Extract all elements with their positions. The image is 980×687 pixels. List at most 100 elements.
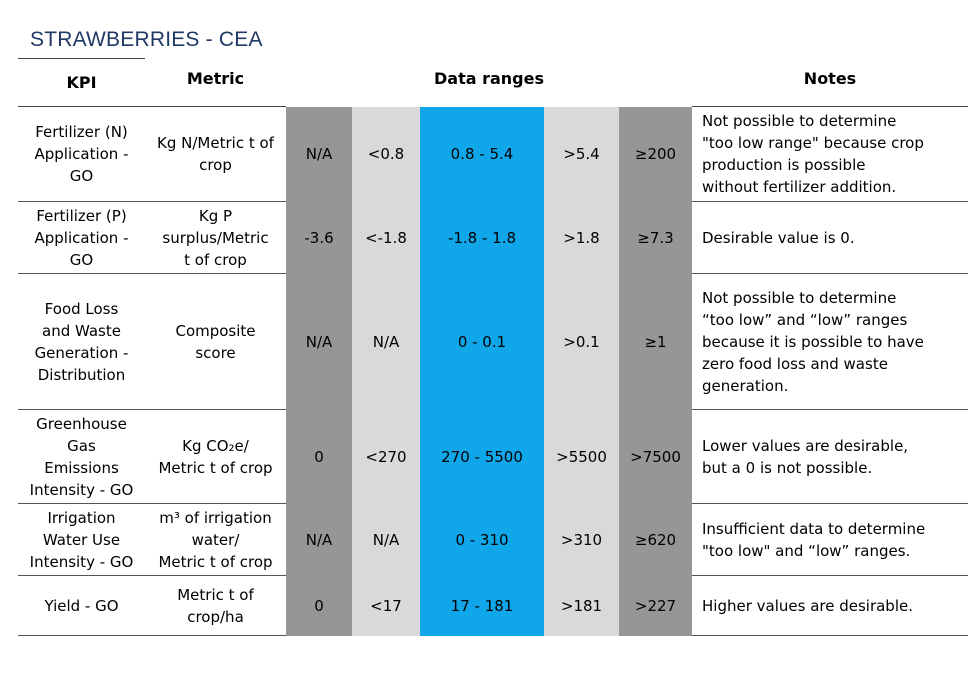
notes-cell: Higher values are desirable.	[692, 575, 968, 636]
range-cell: ≥620	[619, 503, 692, 576]
text-line: Lower values are desirable,	[702, 436, 909, 455]
text-line: surplus/Metric	[162, 228, 269, 247]
text-line: Intensity - GO	[29, 480, 134, 499]
range-cell: <270	[352, 409, 420, 504]
kpi-cell: Irrigation Water Use Intensity - GO	[18, 503, 145, 576]
kpi-cell: Food Loss and Waste Generation - Distributi…	[18, 273, 145, 410]
header-data-ranges: Data ranges	[434, 68, 544, 88]
text-line: GO	[69, 167, 94, 185]
text-line: Intensity - GO	[29, 552, 134, 571]
text-line: crop	[199, 156, 232, 174]
notes-cell: Insufficient data to determine "too low" …	[692, 503, 968, 576]
text-line: Generation -	[34, 343, 129, 362]
range-cell: N/A	[286, 106, 352, 202]
text-line: because it is possible to have	[702, 332, 924, 351]
text-line: zero food loss and waste	[702, 354, 888, 373]
range-cell: -1.8 - 1.8	[420, 201, 544, 274]
text-line: "too low" and “low” ranges.	[702, 541, 911, 560]
text-line: Food Loss	[44, 299, 119, 318]
metric-cell: Kg CO₂e/Metric t of crop	[145, 409, 286, 504]
range-cell: 17 - 181	[420, 575, 544, 636]
text-line: and Waste	[42, 321, 121, 340]
text-line: generation.	[702, 376, 789, 395]
range-cell: 270 - 5500	[420, 409, 544, 504]
text-line: Yield - GO	[44, 596, 119, 615]
text-line: Application -	[34, 228, 129, 247]
table-row: Irrigation Water Use Intensity - GO m³ of i…	[18, 503, 968, 576]
range-cell: ≥1	[619, 273, 692, 410]
text-line: but a 0 is not possible.	[702, 458, 873, 477]
text-line: Kg P	[198, 206, 233, 225]
text-line: Desirable value is 0.	[702, 228, 855, 247]
text-line: "too low range" because crop	[702, 134, 924, 152]
text-line: Composite	[175, 321, 256, 340]
text-line: without fertilizer addition.	[702, 178, 897, 196]
text-line: Higher values are desirable.	[702, 596, 913, 615]
metric-cell: m³ of irrigation water/Metric t of crop	[145, 503, 286, 576]
text-line: production is possible	[702, 156, 866, 174]
range-cell: >5500	[544, 409, 619, 504]
text-line: t of crop	[184, 250, 247, 269]
text-line: Application -	[34, 145, 129, 163]
header-notes: Notes	[692, 58, 968, 107]
text-line: water/	[191, 530, 240, 549]
range-cell: >227	[619, 575, 692, 636]
notes-cell: Desirable value is 0.	[692, 201, 968, 274]
range-cell: >181	[544, 575, 619, 636]
table-row: Yield - GO Metric t of crop/ha 0 <17 17 - 181…	[18, 575, 968, 636]
range-cell: 0	[286, 575, 352, 636]
kpi-cell: Fertilizer (N) Application - GO	[18, 106, 145, 202]
range-cell: <17	[352, 575, 420, 636]
metric-cell: Metric t of crop/ha	[145, 575, 286, 636]
text-line: “too low” and “low” ranges	[702, 310, 908, 329]
text-line: Not possible to determine	[702, 288, 897, 307]
range-cell: 0	[286, 409, 352, 504]
kpi-cell: Greenhouse Gas Emissions Intensity - GO	[18, 409, 145, 504]
range-cell: N/A	[286, 273, 352, 410]
table-body: Fertilizer (N) Application - GO Kg N/Metric…	[18, 106, 968, 636]
range-cell: ≥7.3	[619, 201, 692, 274]
text-line: Fertilizer (P)	[36, 206, 127, 225]
metric-cell: Kg N/Metric t of crop	[145, 106, 286, 202]
range-cell: ≥200	[619, 106, 692, 202]
range-cell: >1.8	[544, 201, 619, 274]
table-row: Greenhouse Gas Emissions Intensity - GO Kg C…	[18, 409, 968, 504]
table-row: Fertilizer (P) Application - GO Kg P surplus…	[18, 201, 968, 274]
kpi-cell: Fertilizer (P) Application - GO	[18, 201, 145, 274]
text-line: score	[195, 343, 236, 362]
range-cell: -3.6	[286, 201, 352, 274]
text-line: Metric t of crop	[158, 552, 273, 571]
metric-cell: Kg P surplus/Metric t of crop	[145, 201, 286, 274]
range-cell: >5.4	[544, 106, 619, 202]
text-line: Irrigation	[47, 508, 116, 527]
text-line: Emissions	[44, 458, 119, 477]
text-line: Kg N/Metric t of	[157, 134, 274, 152]
text-line: Metric t of crop	[158, 458, 273, 477]
table-row: Fertilizer (N) Application - GO Kg N/Metric…	[18, 106, 968, 202]
table-row: Food Loss and Waste Generation - Distributi…	[18, 273, 968, 410]
range-cell: <0.8	[352, 106, 420, 202]
metric-cell: Composite score	[145, 273, 286, 410]
range-cell: 0 - 0.1	[420, 273, 544, 410]
text-line: Metric t of	[177, 585, 254, 604]
range-cell: >310	[544, 503, 619, 576]
header-metric: Metric	[145, 58, 286, 107]
text-line: Fertilizer (N)	[35, 123, 128, 141]
header-kpi: KPI	[18, 58, 145, 107]
text-line: Gas	[67, 436, 96, 455]
text-line: Water Use	[42, 530, 121, 549]
range-cell: >7500	[619, 409, 692, 504]
notes-cell: Not possible to determine “too low” and “…	[692, 273, 968, 410]
range-cell: 0 - 310	[420, 503, 544, 576]
text-line: Insufficient data to determine	[702, 519, 926, 538]
range-cell: 0.8 - 5.4	[420, 106, 544, 202]
range-cell: >0.1	[544, 273, 619, 410]
range-cell: <-1.8	[352, 201, 420, 274]
kpi-table: KPI Metric Data ranges Notes Fertilizer …	[18, 58, 968, 636]
kpi-cell: Yield - GO	[18, 575, 145, 636]
range-cell: N/A	[286, 503, 352, 576]
text-line: Distribution	[37, 365, 126, 384]
page-title: STRAWBERRIES - CEA	[30, 28, 263, 51]
notes-cell: Not possible to determine "too low range"…	[692, 106, 968, 202]
notes-cell: Lower values are desirable, but a 0 is no…	[692, 409, 968, 504]
